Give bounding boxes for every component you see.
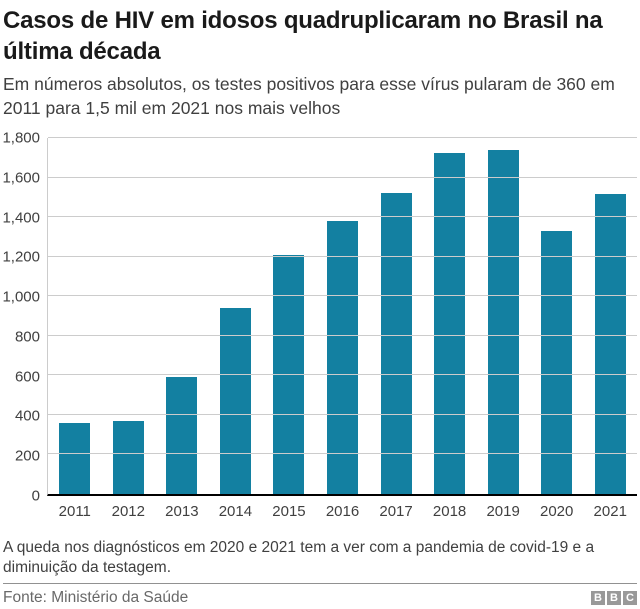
bar-2012: [112, 420, 144, 494]
bars-container: [48, 138, 637, 494]
x-axis-tick-label: 2011: [58, 503, 91, 520]
x-axis-tick-label: 2016: [325, 503, 360, 520]
x-axis: 2011 2012 2013 2014 2015 2016 2017 2018 2019 2020…: [48, 496, 637, 520]
x-axis-tick-label: 2021: [593, 503, 627, 520]
bar-2016: [326, 221, 359, 494]
bar-2014: [219, 308, 251, 494]
x-axis-tick-label: 2019: [486, 503, 520, 520]
bar-slot: [583, 138, 637, 494]
y-axis-tick-label: 400: [14, 407, 40, 425]
gridline: [48, 374, 637, 376]
bar-2019: [487, 149, 519, 494]
footnote: A queda nos diagnósticos em 2020 e 2021 …: [3, 539, 595, 576]
bar-2011: [59, 422, 91, 494]
gridline: [48, 295, 637, 297]
plot-area: [47, 137, 637, 496]
bar-slot: [316, 138, 370, 494]
bar-slot: [102, 138, 156, 494]
footer-divider: [3, 583, 637, 584]
source-text: Fonte: Ministério da Saúde: [3, 589, 189, 606]
y-axis-tick-label: 1,600: [2, 169, 40, 187]
bar-slot: [369, 138, 423, 494]
bar-slot: [262, 138, 316, 494]
x-axis-tick-label: 2013: [165, 503, 199, 520]
x-axis-tick-label: 2020: [540, 503, 574, 520]
y-axis-tick-label: 0: [31, 487, 40, 505]
bar-slot: [155, 138, 209, 494]
bar-slot: [423, 138, 477, 494]
y-axis-tick-label: 1,400: [2, 209, 40, 227]
bar-2021: [594, 194, 626, 494]
gridline: [48, 413, 637, 415]
x-axis-tick-label: 2018: [432, 503, 467, 520]
x-axis-tick-label: 2012: [111, 503, 145, 520]
bbc-logo-letter: B: [607, 591, 621, 605]
bar-2013: [166, 377, 198, 494]
gridline: [48, 176, 637, 178]
y-axis-tick-label: 1,200: [2, 248, 40, 266]
bar-chart: 0 200 400 600 800 1,000 1,200 1,400 1,600 1,800 2…: [2, 130, 637, 520]
x-axis-tick-label: 2017: [379, 503, 413, 520]
bar-slot: [209, 138, 263, 494]
bbc-logo-letter: B: [591, 591, 605, 605]
y-axis-tick-label: 600: [14, 368, 40, 386]
bar-2017: [380, 193, 412, 494]
gridline: [48, 453, 637, 455]
bar-slot: [476, 138, 530, 494]
gridline: [48, 216, 637, 218]
y-axis-tick-label: 200: [14, 447, 40, 465]
bar-2020: [541, 230, 573, 494]
chart-subtitle: Em números absolutos, os testes positivo…: [3, 74, 615, 118]
bbc-logo-letter: C: [623, 591, 637, 605]
y-axis: 0 200 400 600 800 1,000 1,200 1,400 1,600 1,800: [2, 130, 47, 505]
gridline: [48, 137, 637, 138]
y-axis-tick-label: 1,800: [2, 129, 40, 147]
bar-slot: [48, 138, 102, 494]
y-axis-tick-label: 1,000: [2, 288, 40, 306]
chart-body: 0 200 400 600 800 1,000 1,200 1,400 1,600 1,800: [2, 130, 637, 505]
gridline: [48, 334, 637, 336]
x-axis-tick-label: 2015: [272, 503, 306, 520]
y-axis-tick-label: 800: [14, 328, 40, 346]
chart-title: Casos de HIV em idosos quadruplicaram no…: [3, 7, 603, 65]
bar-slot: [530, 138, 584, 494]
gridline: [48, 255, 637, 257]
bar-2018: [434, 152, 466, 494]
x-axis-tick-label: 2014: [218, 503, 253, 520]
